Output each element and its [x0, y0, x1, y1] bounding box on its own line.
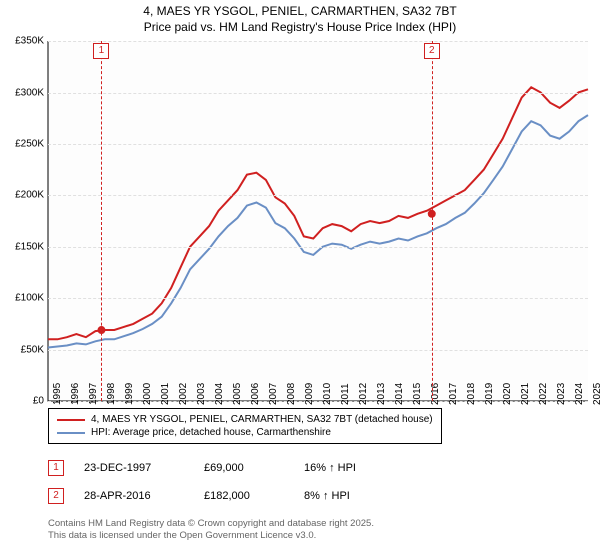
gridline: [48, 93, 588, 94]
y-axis-label: £300K: [15, 87, 44, 98]
transaction-marker-line: [432, 41, 433, 401]
x-axis-label: 2019: [484, 383, 495, 405]
legend-swatch: [57, 419, 85, 421]
y-axis-label: £100K: [15, 293, 44, 304]
gridline: [48, 350, 588, 351]
transaction-diff: 16% ↑ HPI: [304, 462, 356, 474]
transaction-marker-badge: 2: [424, 43, 440, 59]
gridline: [48, 247, 588, 248]
x-axis-label: 2001: [160, 383, 171, 405]
transaction-row: 2 28-APR-2016 £182,000 8% ↑ HPI: [48, 482, 588, 510]
legend-swatch: [57, 432, 85, 434]
x-axis-label: 1996: [70, 383, 81, 405]
x-axis-label: 2021: [520, 383, 531, 405]
x-axis-label: 2007: [268, 383, 279, 405]
series-line: [48, 87, 588, 339]
x-axis-label: 2009: [304, 383, 315, 405]
x-axis-label: 2000: [142, 383, 153, 405]
legend-box: 4, MAES YR YSGOL, PENIEL, CARMARTHEN, SA…: [48, 408, 442, 444]
footer-text: Contains HM Land Registry data © Crown c…: [48, 518, 588, 543]
legend-label: 4, MAES YR YSGOL, PENIEL, CARMARTHEN, SA…: [91, 414, 433, 425]
y-axis-label: £200K: [15, 190, 44, 201]
transaction-row: 1 23-DEC-1997 £69,000 16% ↑ HPI: [48, 454, 588, 482]
transactions-table: 1 23-DEC-1997 £69,000 16% ↑ HPI 2 28-APR-2016…: [48, 454, 588, 510]
y-axis-label: £0: [33, 396, 44, 407]
footer-line2: This data is licensed under the Open Gov…: [48, 530, 588, 542]
x-axis-label: 2015: [412, 383, 423, 405]
x-axis-label: 1998: [106, 383, 117, 405]
x-axis-label: 2022: [538, 383, 549, 405]
x-axis-label: 2011: [340, 384, 351, 406]
y-axis-label: £250K: [15, 139, 44, 150]
x-axis-label: 2020: [502, 383, 513, 405]
x-axis-label: 2004: [214, 383, 225, 405]
x-axis-label: 2025: [592, 383, 600, 405]
x-axis-label: 2017: [448, 383, 459, 405]
legend-label: HPI: Average price, detached house, Carm…: [91, 427, 331, 438]
x-axis-label: 2013: [376, 383, 387, 405]
legend-row: HPI: Average price, detached house, Carm…: [57, 426, 433, 439]
x-axis-label: 2008: [286, 383, 297, 405]
x-axis-label: 2012: [358, 383, 369, 405]
transaction-price: £69,000: [204, 462, 284, 474]
chart-title: 4, MAES YR YSGOL, PENIEL, CARMARTHEN, SA…: [0, 0, 600, 37]
x-axis-label: 2023: [556, 383, 567, 405]
x-axis-label: 2014: [394, 383, 405, 405]
chart-area: £0£50K£100K£150K£200K£250K£300K£350K1995…: [48, 41, 588, 401]
y-axis-label: £150K: [15, 241, 44, 252]
gridline: [48, 41, 588, 42]
transaction-date: 23-DEC-1997: [84, 462, 184, 474]
transaction-badge: 1: [48, 460, 64, 476]
chart-svg: [48, 41, 588, 401]
y-axis-label: £350K: [15, 36, 44, 47]
x-axis-label: 2003: [196, 383, 207, 405]
footer-line1: Contains HM Land Registry data © Crown c…: [48, 518, 588, 530]
x-axis-label: 1997: [88, 383, 99, 405]
gridline: [48, 144, 588, 145]
x-axis-label: 1995: [52, 383, 63, 405]
x-axis-label: 2005: [232, 383, 243, 405]
x-axis-label: 2018: [466, 383, 477, 405]
transaction-date: 28-APR-2016: [84, 490, 184, 502]
x-axis-label: 2006: [250, 383, 261, 405]
transaction-marker-badge: 1: [93, 43, 109, 59]
transaction-price: £182,000: [204, 490, 284, 502]
x-axis-label: 2024: [574, 383, 585, 405]
y-axis-label: £50K: [21, 344, 44, 355]
gridline: [48, 298, 588, 299]
title-line1: 4, MAES YR YSGOL, PENIEL, CARMARTHEN, SA…: [0, 4, 600, 20]
transaction-badge: 2: [48, 488, 64, 504]
title-line2: Price paid vs. HM Land Registry's House …: [0, 20, 600, 36]
x-axis-label: 1999: [124, 383, 135, 405]
series-line: [48, 115, 588, 347]
transaction-marker-line: [101, 41, 102, 401]
legend-row: 4, MAES YR YSGOL, PENIEL, CARMARTHEN, SA…: [57, 413, 433, 426]
bottom-panel: 4, MAES YR YSGOL, PENIEL, CARMARTHEN, SA…: [48, 408, 588, 543]
x-axis-label: 2002: [178, 383, 189, 405]
transaction-diff: 8% ↑ HPI: [304, 490, 350, 502]
x-axis-label: 2010: [322, 383, 333, 405]
gridline: [48, 195, 588, 196]
